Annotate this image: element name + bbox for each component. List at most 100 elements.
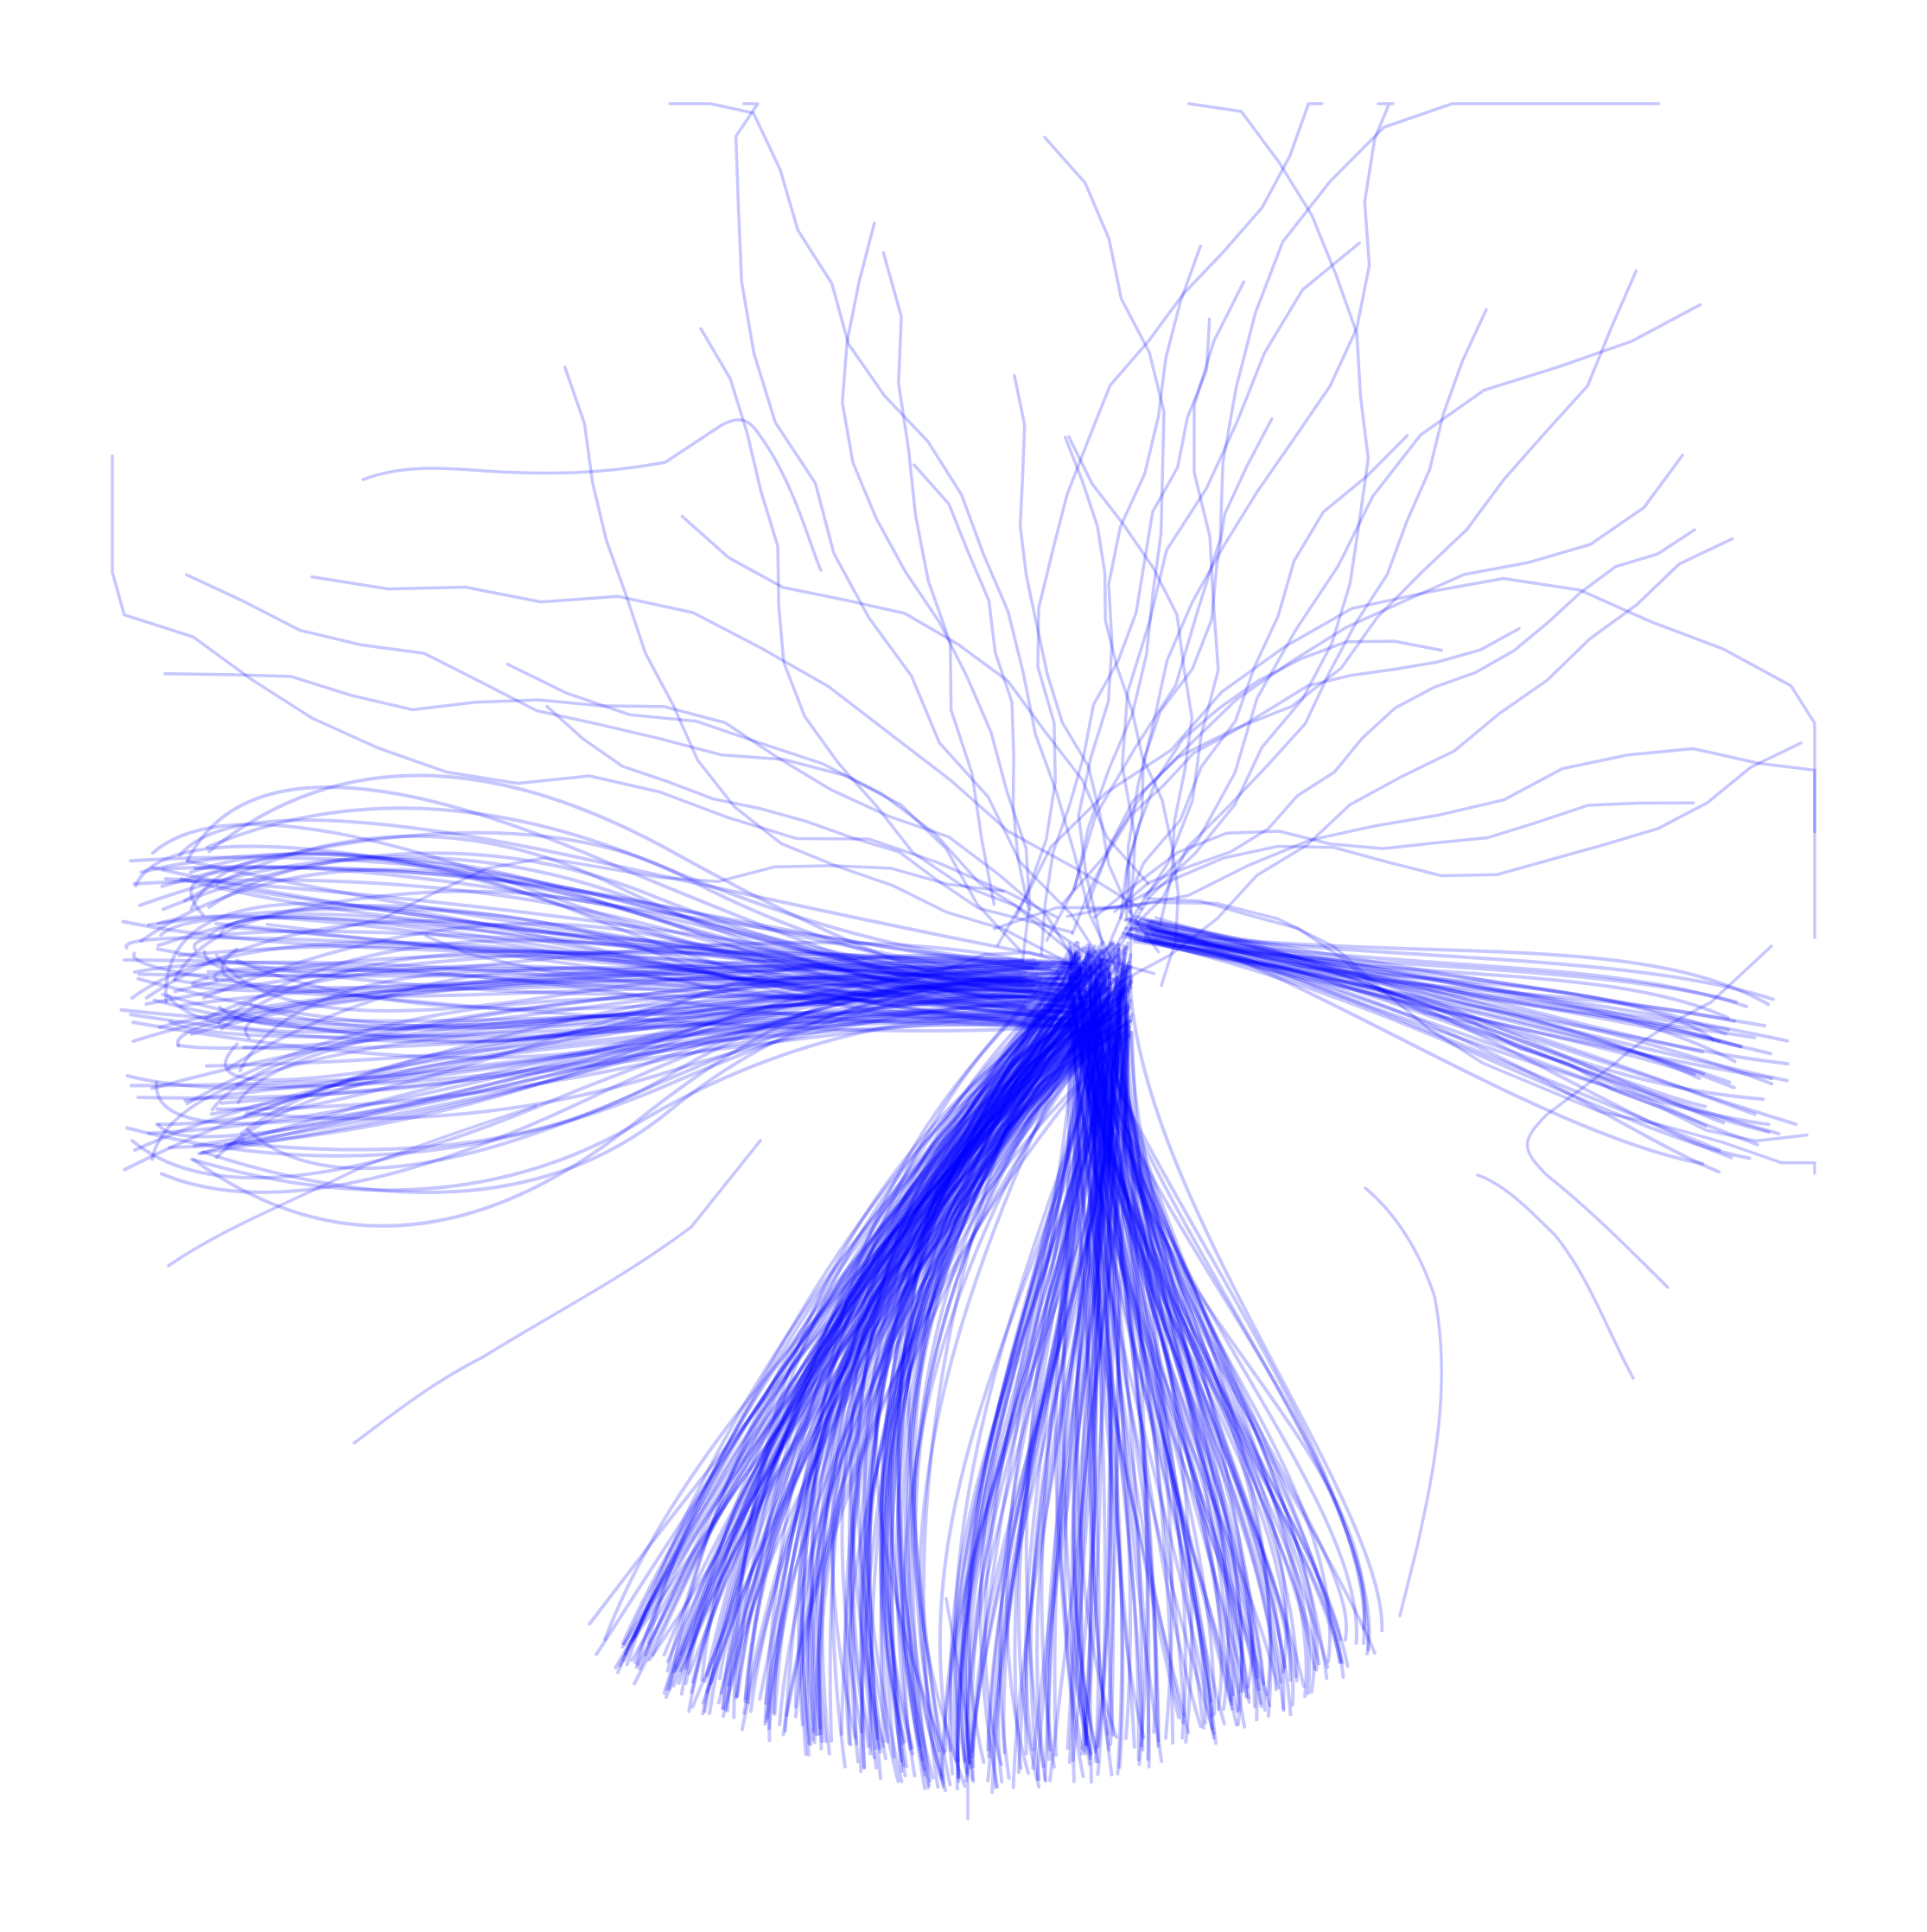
trajectory-line: [207, 912, 1078, 1030]
trajectory-line: [139, 867, 1040, 1018]
trajectory-line: [1089, 994, 1224, 1712]
trajectory-line: [1013, 373, 1161, 954]
trajectory-line: [1097, 988, 1238, 1726]
trajectory-line: [1148, 922, 1736, 1090]
trajectory-line: [817, 966, 1082, 1751]
trajectory-line: [1142, 302, 1702, 899]
trajectory-line: [130, 940, 1058, 1001]
trajectory-line: [1072, 953, 1149, 1766]
trajectory-line: [1120, 1023, 1286, 1710]
trajectory-line: [797, 940, 1115, 1726]
trajectory-line: [690, 950, 1098, 1694]
trajectory-line: [1066, 1013, 1330, 1669]
trajectory-line: [703, 943, 1122, 1683]
trajectory-line: [805, 978, 1116, 1742]
trajectory-line: [1123, 926, 1790, 1043]
trajectory-line: [129, 855, 1059, 991]
trajectory-line: [1135, 930, 1749, 1008]
trajectory-line: [179, 961, 1088, 1007]
trajectory-line: [909, 947, 1108, 1789]
trajectory-line: [764, 985, 1072, 1724]
trajectory-line: [1075, 1001, 1130, 1761]
trajectory-line: [687, 1016, 1114, 1675]
trajectory-line: [903, 1009, 1113, 1762]
trajectory-line: [1107, 975, 1158, 1734]
trajectory-line: [173, 954, 1087, 1007]
trajectory-line: [1016, 1028, 1127, 1775]
trajectory-line: [1134, 926, 1765, 1102]
trajectory-line: [955, 953, 1133, 1791]
trajectory-line: [200, 994, 1055, 1155]
trajectory-line: [1154, 929, 1775, 1001]
trajectory-line: [995, 102, 1324, 947]
trajectory-line: [1120, 241, 1361, 988]
trajectory-line: [705, 963, 1085, 1694]
trajectory-line: [1116, 996, 1293, 1717]
trajectory-line: [1073, 1001, 1098, 1756]
trajectory-line: [133, 960, 1046, 1017]
trajectory-line: [1143, 937, 1790, 1066]
trajectory-line: [721, 1009, 1116, 1710]
trajectory-line: [700, 968, 1108, 1682]
trajectory-line: [1116, 943, 1255, 1689]
trajectory-line: [865, 943, 1115, 1770]
trajectory-line: [172, 904, 1042, 982]
trajectory-line: [1122, 965, 1186, 1718]
trajectory-line: [1094, 964, 1214, 1731]
trajectory-line: [1127, 933, 1706, 1076]
trajectory-line: [965, 976, 1119, 1765]
trajectory-line: [147, 906, 1046, 1029]
trajectory-line: [238, 969, 1065, 1073]
trajectory-line: [1045, 948, 1109, 1761]
trajectory-line: [680, 514, 1150, 886]
trajectory-line: [1097, 1007, 1187, 1740]
trajectory-line: [1115, 995, 1146, 1739]
trajectory-line: [716, 969, 1103, 1705]
trajectory-line: [828, 1014, 1110, 1743]
trajectory-line: [1123, 1013, 1245, 1694]
trajectory-line: [1091, 1018, 1111, 1752]
trajectory-line: [1123, 918, 1773, 1081]
trajectory-line: [1005, 1017, 1127, 1776]
trajectory-line: [880, 984, 1128, 1745]
trajectory-line: [1072, 950, 1216, 1740]
trajectory-line: [1142, 917, 1743, 1049]
trajectory-line: [623, 1016, 1078, 1656]
trajectory-line: [1013, 951, 1110, 1770]
trajectory-line: [851, 948, 1094, 1760]
trajectory-line: [678, 1029, 1106, 1673]
trajectory-line: [810, 955, 1083, 1730]
trajectory-line: [1070, 966, 1110, 1783]
trajectory-line: [207, 857, 1086, 1011]
trajectory-line: [970, 1033, 1099, 1753]
trajectory-line: [1092, 963, 1108, 1776]
trajectory-line: [743, 1029, 1078, 1703]
trajectory-line: [361, 418, 823, 572]
trajectory-line: [943, 979, 1092, 1752]
trajectory-line: [1095, 976, 1136, 1749]
trajectory-line: [163, 877, 1046, 994]
trajectory-line: [353, 1139, 762, 1445]
trajectory-line: [1061, 269, 1638, 906]
trajectory-line: [881, 996, 1098, 1759]
trajectory-line: [188, 851, 1046, 1020]
trajectory-line: [150, 823, 1045, 998]
trajectory-line: [1078, 1025, 1130, 1747]
trajectory-line: [1094, 973, 1266, 1686]
trajectory-line: [139, 852, 1036, 994]
trajectory-line: [952, 988, 1085, 1763]
trajectory-line: [1086, 976, 1164, 1764]
trajectory-line: [970, 975, 1093, 1758]
trajectory-line: [150, 866, 1087, 976]
trajectory-line: [1065, 741, 1803, 918]
trajectory-line: [144, 950, 1040, 1006]
bottom-bundle: [588, 940, 1384, 1795]
trajectory-line: [1117, 537, 1734, 984]
trajectory-line: [1107, 1032, 1205, 1730]
trajectory-line: [620, 964, 1093, 1645]
trajectory-line: [959, 1029, 1096, 1764]
trajectory-line: [215, 884, 1022, 982]
trajectory-line: [1087, 1008, 1218, 1745]
trajectory-line: [225, 925, 1036, 1023]
trajectory-line: [717, 1001, 1109, 1681]
